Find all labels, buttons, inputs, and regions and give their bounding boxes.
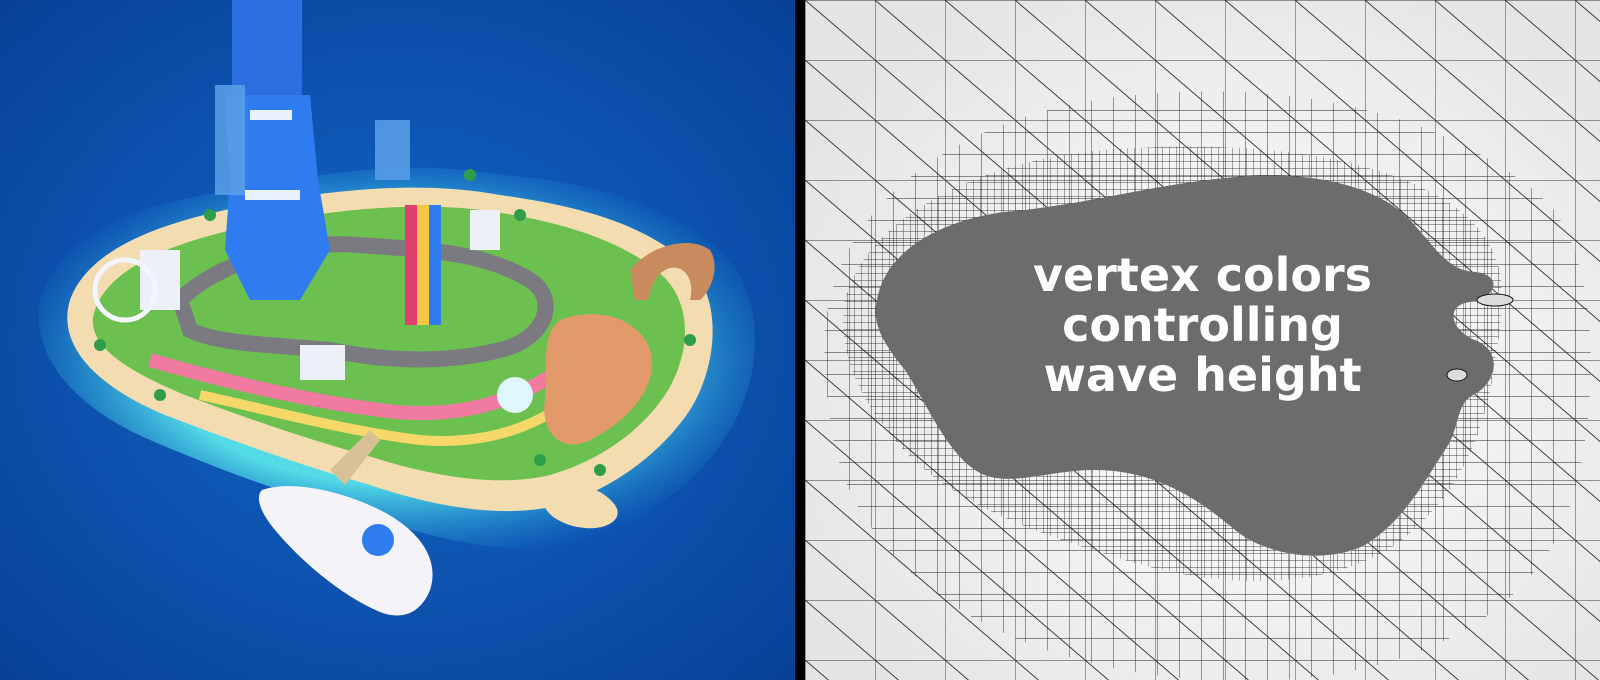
palm-trees <box>94 169 696 476</box>
panel-divider <box>795 0 805 680</box>
island-render-panel <box>0 0 795 680</box>
white-building <box>140 250 180 310</box>
tower-ring <box>245 190 300 200</box>
yellow-road <box>198 390 573 446</box>
rock-arch <box>630 242 715 300</box>
wireframe-mesh <box>805 0 1600 680</box>
mesh-hole <box>1476 293 1514 307</box>
scaffold-tower <box>215 85 245 195</box>
white-building <box>470 210 500 250</box>
scaffold-tower <box>375 120 410 180</box>
striped-tower <box>417 205 429 325</box>
wireframe-panel: vertex colors controlling wave height <box>805 0 1600 680</box>
small-islet <box>542 485 618 529</box>
white-building <box>300 345 345 380</box>
mesh-hole <box>1446 368 1468 382</box>
island-vertex-fill <box>875 175 1494 556</box>
island-scene <box>0 0 795 680</box>
blue-tower <box>232 0 302 100</box>
striped-tower <box>405 205 417 325</box>
glow-dome <box>497 377 533 413</box>
pier <box>330 430 380 485</box>
tower-ring <box>250 110 292 120</box>
orange-rocks <box>544 314 652 445</box>
ferris-wheel <box>92 257 158 323</box>
cruise-ship <box>258 486 433 616</box>
striped-tower <box>429 205 441 325</box>
ship-pool <box>362 524 394 556</box>
